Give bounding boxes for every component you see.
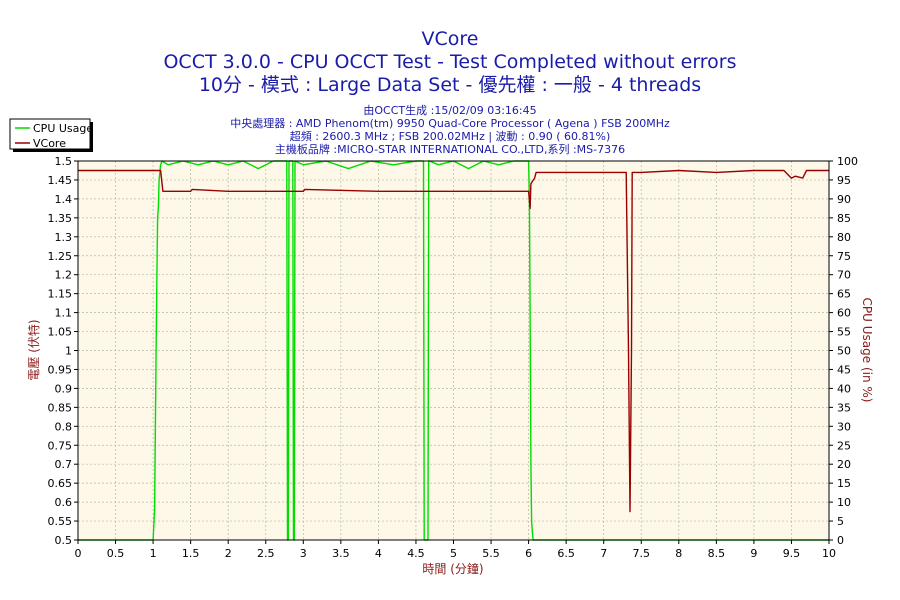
y-tick-label: 1.4 [55,193,73,206]
y2-tick-label: 80 [837,231,851,244]
y-axis-label: 電壓 (伏特) [26,319,41,380]
y2-tick-label: 90 [837,193,851,206]
y2-tick-label: 20 [837,458,851,471]
y2-tick-label: 5 [837,515,844,528]
x-tick-label: 1.5 [182,547,200,560]
x-axis-label: 時間 (分鐘) [422,561,483,576]
x-tick-label: 9 [750,547,757,560]
y-tick-label: 0.65 [48,477,73,490]
x-tick-label: 9.5 [783,547,801,560]
chart-title: VCore [422,28,479,50]
y-tick-label: 0.7 [55,458,73,471]
y-tick-label: 1.15 [48,288,73,301]
y2-tick-label: 45 [837,363,851,376]
info-overclock: 超頻 : 2600.3 MHz ; FSB 200.02MHz | 波動 : 0… [290,129,611,143]
legend-label-cpu-usage: CPU Usage [33,122,93,135]
x-tick-label: 8.5 [708,547,726,560]
x-tick-label: 5 [450,547,457,560]
y-tick-label: 0.75 [48,439,73,452]
y2-tick-label: 15 [837,477,851,490]
chart-subtitle-test: OCCT 3.0.0 - CPU OCCT Test - Test Comple… [163,51,736,73]
info-motherboard: 主機板品牌 :MICRO-STAR INTERNATIONAL CO.,LTD,… [275,142,625,156]
y-tick-label: 1.05 [48,326,73,339]
info-cpu: 中央處理器 : AMD Phenom(tm) 9950 Quad-Core Pr… [230,116,670,130]
y-tick-label: 0.55 [48,515,73,528]
x-tick-label: 0 [75,547,82,560]
y2-tick-label: 30 [837,420,851,433]
x-tick-label: 10 [822,547,836,560]
y2-tick-label: 55 [837,326,851,339]
y2-tick-label: 65 [837,288,851,301]
y-tick-label: 0.8 [55,420,73,433]
y-tick-label: 0.5 [55,534,73,547]
y-tick-label: 0.9 [55,382,73,395]
x-tick-label: 1 [150,547,157,560]
x-tick-label: 3 [300,547,307,560]
y-tick-label: 1.3 [55,231,73,244]
x-tick-label: 6 [525,547,532,560]
y-axis-ticks: 0.5 0.55 0.6 0.65 0.7 0.75 0.8 0.85 0.9 0.95 1 1.05… [48,155,78,547]
y-tick-label: 1.25 [48,250,73,263]
series-line-vcore [78,169,829,513]
y2-tick-label: 85 [837,212,851,225]
y2-tick-label: 40 [837,382,851,395]
y2-axis-ticks: 0 5 10 15 20 25 30 35 40 45 50 55 60 65 70 75 80 85 90 95 10… [829,155,858,547]
x-tick-label: 7 [600,547,607,560]
x-tick-label: 2.5 [257,547,275,560]
chart-subtitle-mode: 10分 - 模式 : Large Data Set - 優先權 : 一般 - 4… [199,74,701,96]
legend-label-vcore: VCore [33,137,66,150]
y-tick-label: 1.1 [55,307,73,320]
y-tick-label: 1.2 [55,269,73,282]
y2-tick-label: 60 [837,307,851,320]
grid [78,161,829,540]
y-tick-label: 1.45 [48,174,73,187]
legend-box [9,118,91,150]
x-tick-label: 6.5 [557,547,575,560]
y2-tick-label: 100 [837,155,858,168]
y2-tick-label: 35 [837,401,851,414]
x-tick-label: 8 [675,547,682,560]
x-tick-label: 3.5 [332,547,350,560]
x-tick-label: 4.5 [407,547,425,560]
x-tick-label: 2 [225,547,232,560]
y2-tick-label: 10 [837,496,851,509]
y2-tick-label: 50 [837,345,851,358]
x-axis-ticks: 0 0.5 1 1.5 2 2.5 3 3.5 4 4.5 5 5.5 6 6.5 7 7.5 8 8.5 9 9.5… [75,540,836,560]
y2-tick-label: 95 [837,174,851,187]
y2-tick-label: 75 [837,250,851,263]
x-tick-label: 4 [375,547,382,560]
y2-tick-label: 25 [837,439,851,452]
x-tick-label: 7.5 [633,547,651,560]
series-lines [78,160,829,541]
y2-tick-label: 70 [837,269,851,282]
y2-tick-label: 0 [837,534,844,547]
x-tick-label: 0.5 [107,547,125,560]
legend: CPU Usage VCore [9,118,93,152]
y-tick-label: 0.95 [48,363,73,376]
y-tick-label: 1.5 [55,155,73,168]
x-tick-label: 5.5 [482,547,500,560]
y-tick-label: 1 [65,345,72,358]
y-tick-label: 0.85 [48,401,73,414]
info-generated: 由OCCT生成 :15/02/09 03:16:45 [363,103,536,117]
y-tick-label: 0.6 [55,496,73,509]
y-tick-label: 1.35 [48,212,73,225]
y2-axis-label: CPU Usage (in %) [860,298,874,403]
